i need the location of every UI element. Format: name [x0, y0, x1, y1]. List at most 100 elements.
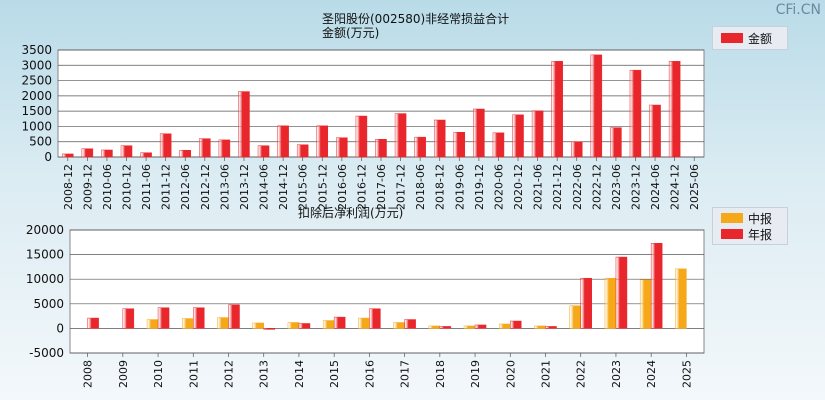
- x-tick-label: 2025: [680, 360, 693, 388]
- legend-item-annual: 年报: [721, 227, 772, 242]
- bar: [296, 144, 309, 158]
- chart1-subtitle: 金额(万元): [322, 26, 380, 40]
- chart2-legend: 中报 年报: [712, 207, 788, 245]
- x-tick-label: 2013-06: [218, 164, 231, 210]
- y-tick-label: 500: [29, 135, 52, 149]
- x-tick-label: 2021: [540, 360, 553, 388]
- bar: [571, 141, 583, 158]
- bar: [580, 277, 592, 329]
- bar: [639, 279, 652, 329]
- plot-area: [69, 229, 705, 354]
- bar: [257, 145, 270, 158]
- legend-swatch-annual: [721, 229, 743, 239]
- bar: [81, 148, 94, 158]
- legend-item-interim: 中报: [721, 211, 773, 226]
- y-tick-label: 15000: [26, 248, 64, 262]
- y-tick-label: 2500: [21, 74, 52, 88]
- x-tick-label: 2024: [645, 360, 658, 388]
- x-tick-label: 2016-12: [355, 164, 368, 210]
- x-tick-label: 2016: [363, 360, 376, 388]
- x-tick-label: 2017-12: [395, 164, 408, 210]
- y-tick-label: 0: [44, 150, 52, 164]
- x-tick-label: 2024-06: [649, 164, 662, 210]
- bar: [358, 317, 370, 329]
- x-tick-label: 2022-06: [571, 164, 584, 210]
- bar: [510, 320, 522, 329]
- bar: [101, 149, 113, 158]
- x-tick-label: 2015-06: [297, 164, 310, 210]
- bar: [439, 326, 452, 329]
- y-tick-label: 2000: [21, 89, 52, 103]
- bar: [287, 322, 300, 329]
- bar: [355, 115, 368, 158]
- bar: [252, 322, 264, 329]
- bar: [122, 308, 135, 329]
- legend-label-interim: 中报: [748, 211, 773, 226]
- x-tick-label: 2012: [223, 360, 236, 388]
- bar: [551, 61, 563, 158]
- bar: [394, 113, 407, 158]
- bar: [62, 153, 74, 158]
- bar: [650, 243, 663, 329]
- x-tick-label: 2022-12: [590, 164, 603, 210]
- bar: [333, 316, 346, 329]
- x-tick-label: 2012-12: [199, 164, 212, 210]
- y-tick-label: -5000: [29, 346, 64, 360]
- bar: [534, 325, 546, 329]
- y-tick-label: 3500: [21, 43, 52, 57]
- bar: [428, 325, 441, 329]
- x-tick-label: 2014-12: [277, 164, 290, 210]
- x-tick-label: 2024-12: [669, 164, 682, 210]
- bar: [316, 125, 329, 158]
- bar: [199, 138, 211, 158]
- x-tick-label: 2010: [152, 360, 165, 388]
- bar: [473, 108, 485, 158]
- bar: [404, 319, 416, 329]
- bar: [492, 132, 505, 158]
- x-tick-label: 2015-12: [316, 164, 329, 210]
- x-tick-label: 2017-06: [375, 164, 388, 210]
- bar: [615, 256, 628, 329]
- x-tick-label: 2014: [293, 360, 306, 388]
- bar: [414, 136, 426, 158]
- bar: [159, 133, 172, 158]
- y-tick-label: 3000: [21, 58, 52, 72]
- y-tick-label: 1500: [21, 104, 52, 118]
- x-tick-label: 2021-06: [532, 164, 545, 210]
- y-tick-label: 1000: [21, 119, 52, 133]
- bar: [569, 305, 581, 329]
- bar: [649, 104, 661, 158]
- bar: [120, 145, 133, 158]
- x-tick-label: 2022: [575, 360, 588, 388]
- bar: [675, 268, 687, 329]
- bar: [140, 152, 152, 158]
- legend-item-amount: 金额: [721, 31, 772, 46]
- x-tick-label: 2021-12: [551, 164, 564, 210]
- chart1-title: 圣阳股份(002580)非经常损益合计: [322, 12, 510, 26]
- x-tick-label: 2013-12: [238, 164, 251, 210]
- x-tick-label: 2010-12: [121, 164, 134, 210]
- x-tick-label: 2008-12: [62, 164, 75, 210]
- x-tick-label: 2020-12: [512, 164, 525, 210]
- x-tick-label: 2011-06: [140, 164, 153, 210]
- bar: [604, 277, 617, 329]
- bar: [375, 139, 387, 158]
- y-tick-label: 10000: [26, 272, 64, 286]
- bar: [298, 323, 311, 329]
- bar: [474, 324, 487, 329]
- bar: [463, 325, 476, 329]
- bar: [545, 326, 557, 329]
- chart2-title: 扣除后净利润(万元): [298, 206, 404, 220]
- x-tick-label: 2018-12: [434, 164, 447, 210]
- bar: [238, 91, 250, 158]
- bar: [179, 150, 191, 158]
- x-tick-label: 2010-06: [101, 164, 114, 210]
- bar: [263, 328, 275, 330]
- bar: [87, 317, 99, 329]
- y-tick-label: 5000: [33, 297, 64, 311]
- bar: [629, 69, 642, 158]
- x-tick-label: 2009: [117, 360, 130, 388]
- chart1-legend: 金额: [712, 26, 788, 50]
